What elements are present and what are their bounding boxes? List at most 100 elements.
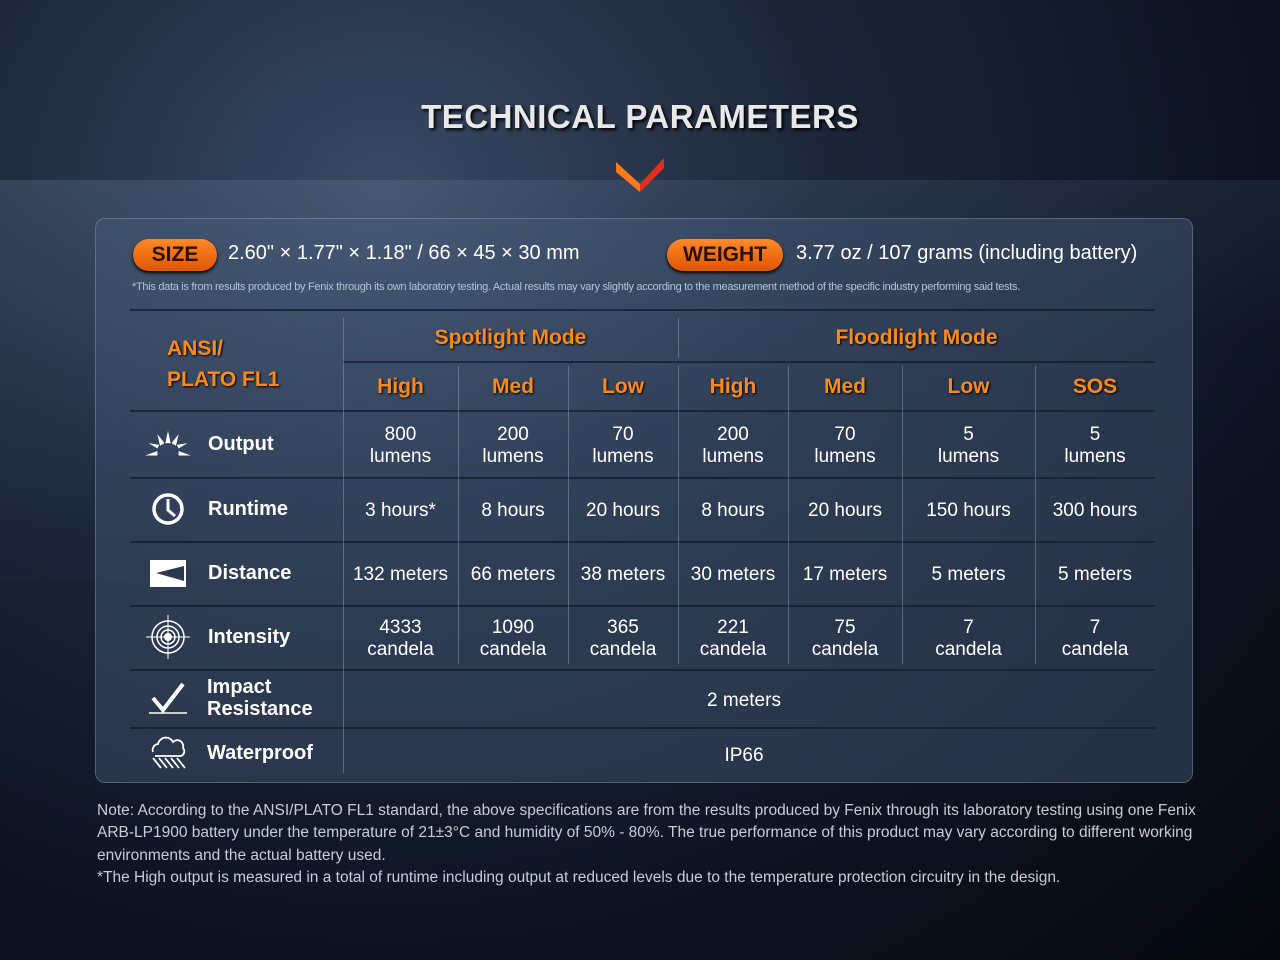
group-spotlight: Spotlight Mode	[434, 326, 587, 349]
column-header: Low	[947, 375, 990, 398]
clock-icon	[145, 477, 191, 541]
table-cell: 365 candela	[568, 608, 678, 670]
table-cell: 132 meters	[343, 544, 458, 606]
table-cell: 20 hours	[568, 480, 678, 542]
table-cell: 20 hours	[788, 480, 902, 542]
cell-text: candela	[479, 639, 547, 660]
cell-text: candela	[589, 639, 657, 660]
table-cell: 5 meters	[1035, 544, 1155, 606]
group-floodlight: Floodlight Mode	[835, 326, 998, 349]
cell-text: 8 hours	[701, 500, 765, 521]
table-cell: 38 meters	[568, 544, 678, 606]
cell-text: 5 meters	[1058, 564, 1132, 585]
cell-text: 38 meters	[580, 564, 666, 585]
cell-text: 132 meters	[352, 564, 449, 585]
table-cell: 5 lumens	[1035, 413, 1155, 478]
row-divider	[130, 605, 1155, 607]
cell-text: 5	[1089, 423, 1101, 445]
cell-text: lumens	[937, 445, 1000, 467]
size-badge: SIZE	[133, 239, 217, 271]
cell-text: lumens	[482, 445, 544, 467]
cell-text: candela	[367, 639, 434, 660]
cell-text: 20 hours	[808, 500, 882, 521]
column-divider	[343, 318, 344, 773]
label-line: Resistance	[207, 698, 313, 720]
impact-check-icon	[145, 669, 191, 727]
table-cell: 75 candela	[788, 608, 902, 670]
table-cell: 70 lumens	[568, 413, 678, 478]
row-label: Waterproof	[207, 742, 313, 764]
cell-text: 5	[963, 423, 974, 445]
distance-beam-icon	[145, 541, 191, 605]
column-header: High	[709, 375, 757, 398]
table-cell: 70 lumens	[788, 413, 902, 478]
row-label: Runtime	[208, 498, 288, 520]
spec-panel	[95, 218, 1193, 783]
cell-text: 5 meters	[931, 564, 1006, 585]
table-cell: 30 meters	[678, 544, 788, 606]
cell-text: 7	[963, 617, 974, 638]
label-line: Impact	[207, 676, 272, 698]
cell-text: lumens	[592, 445, 654, 467]
impact-value: 2 meters	[707, 690, 781, 711]
column-header: High	[377, 375, 424, 398]
row-label: Output	[208, 432, 274, 455]
cell-text: 300 hours	[1052, 500, 1138, 521]
waterproof-value: IP66	[724, 745, 764, 766]
table-cell: 150 hours	[902, 480, 1035, 542]
row-divider	[130, 669, 1155, 671]
table-cell: 300 hours	[1035, 480, 1155, 542]
size-value: 2.60" × 1.77" × 1.18" / 66 × 45 × 30 mm	[228, 242, 580, 264]
cell-text: 1090	[491, 617, 535, 638]
cell-text: 365	[607, 617, 639, 638]
cell-text: 150 hours	[926, 500, 1011, 521]
column-divider	[788, 366, 789, 664]
table-cell: 3 hours*	[343, 480, 458, 542]
standard-line: PLATO FL1	[167, 368, 280, 391]
cell-text: 17 meters	[802, 564, 888, 585]
row-label: Distance	[208, 562, 292, 584]
footnote: Note: According to the ANSI/PLATO FL1 st…	[97, 800, 1197, 889]
column-divider	[902, 366, 903, 664]
column-divider	[678, 318, 679, 358]
cell-text: candela	[699, 639, 767, 660]
column-divider	[458, 366, 459, 664]
cell-text: 200	[497, 423, 529, 445]
cell-text: 221	[717, 617, 749, 638]
table-cell: 7 candela	[902, 608, 1035, 670]
cell-text: 30 meters	[690, 564, 776, 585]
cell-text: candela	[1061, 639, 1129, 660]
cell-text: 7	[1089, 617, 1101, 638]
table-cell: 8 hours	[678, 480, 788, 542]
table-cell: 7 candela	[1035, 608, 1155, 670]
weight-value: 3.77 oz / 107 grams (including battery)	[796, 242, 1138, 264]
cell-text: 20 hours	[586, 500, 660, 521]
column-header: Med	[492, 375, 534, 398]
header-divider	[130, 309, 1155, 311]
note-text: *The High output is measured in a total …	[97, 868, 1061, 886]
target-icon	[145, 605, 191, 669]
row-divider	[130, 410, 1155, 412]
table-cell: 8 hours	[458, 480, 568, 542]
standard-line: ANSI/	[167, 337, 224, 360]
sunburst-icon	[145, 410, 191, 477]
cell-text: 8 hours	[481, 500, 545, 521]
row-divider	[130, 477, 1155, 479]
table-cell: 66 meters	[458, 544, 568, 606]
standard-label: ANSI/ PLATO FL1	[167, 333, 279, 395]
column-header: SOS	[1072, 375, 1118, 398]
table-cell: 4333 candela	[343, 608, 458, 670]
column-divider	[1035, 366, 1036, 664]
disclaimer: *This data is from results produced by F…	[132, 281, 1020, 293]
table-cell: 5 meters	[902, 544, 1035, 606]
rain-cloud-icon	[145, 727, 191, 779]
cell-text: 200	[717, 423, 749, 445]
cell-text: 4333	[379, 617, 422, 638]
header-divider	[343, 361, 1155, 363]
cell-text: candela	[935, 639, 1002, 660]
column-divider	[568, 366, 569, 664]
page-title: TECHNICAL PARAMETERS	[421, 98, 859, 135]
table-cell: 5 lumens	[902, 413, 1035, 478]
cell-text: 66 meters	[470, 564, 556, 585]
table-cell: 1090 candela	[458, 608, 568, 670]
